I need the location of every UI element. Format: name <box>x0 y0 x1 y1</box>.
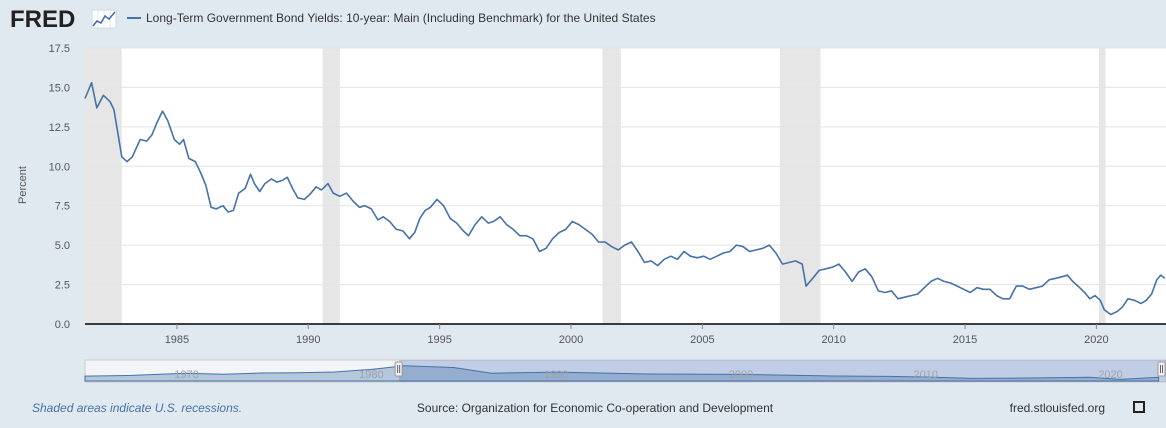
site-link[interactable]: fred.stlouisfed.org <box>1009 401 1105 415</box>
y-tick-label: 7.5 <box>55 201 70 213</box>
y-axis-label: Percent <box>17 166 29 204</box>
recession-band <box>602 48 621 324</box>
recession-band <box>322 48 340 324</box>
fred-logo[interactable]: FRED <box>10 6 117 33</box>
x-tick-label: 1990 <box>296 334 320 346</box>
navigator-left-handle[interactable] <box>394 361 403 377</box>
recession-band <box>1099 48 1106 324</box>
recession-note: Shaded areas indicate U.S. recessions. <box>32 401 243 415</box>
fullscreen-icon[interactable] <box>1132 400 1146 414</box>
navigator-tick-label: 2000 <box>729 369 753 381</box>
x-tick-label: 2000 <box>559 334 583 346</box>
y-tick-label: 15.0 <box>49 82 70 94</box>
navigator-selection[interactable] <box>399 360 1166 382</box>
navigator-series <box>84 365 1160 382</box>
y-tick-label: 17.5 <box>49 43 70 55</box>
y-tick-label: 10.0 <box>49 161 70 173</box>
navigator-tick-label: 1970 <box>174 369 198 381</box>
navigator-tick-label: 1990 <box>544 369 568 381</box>
y-tick-label: 2.5 <box>55 280 70 292</box>
x-tick-label: 1995 <box>427 334 451 346</box>
recession-band <box>779 48 821 324</box>
chart-footer: Shaded areas indicate U.S. recessions. S… <box>0 398 1166 418</box>
x-tick-label: 1985 <box>165 334 189 346</box>
range-navigator[interactable]: 1970 1980 1990 2000 2010 2020 <box>84 359 1166 383</box>
logo-text: FRED <box>10 6 75 33</box>
chart-area: FRED Long-Term Government Bond Yields: 1… <box>10 6 1166 383</box>
recession-band <box>85 48 122 324</box>
x-tick-label: 2010 <box>821 334 845 346</box>
navigator-right-handle[interactable] <box>1157 361 1166 377</box>
x-tick-label: 2020 <box>1084 334 1108 346</box>
logo-chart-icon <box>91 9 117 29</box>
y-tick-label: 12.5 <box>49 122 70 134</box>
navigator-tick-label: 2010 <box>914 369 938 381</box>
series-line[interactable] <box>84 81 1166 316</box>
navigator-tick-label: 2020 <box>1098 369 1122 381</box>
navigator-tick-label: 1980 <box>359 369 383 381</box>
plot-background <box>85 48 1166 324</box>
x-tick-label: 2005 <box>690 334 714 346</box>
source-text: Source: Organization for Economic Co-ope… <box>416 401 774 415</box>
chart-title: Long-Term Government Bond Yields: 10-yea… <box>146 11 656 25</box>
y-tick-label: 5.0 <box>55 240 70 252</box>
x-tick-label: 2015 <box>953 334 977 346</box>
y-tick-label: 0.0 <box>55 319 70 331</box>
